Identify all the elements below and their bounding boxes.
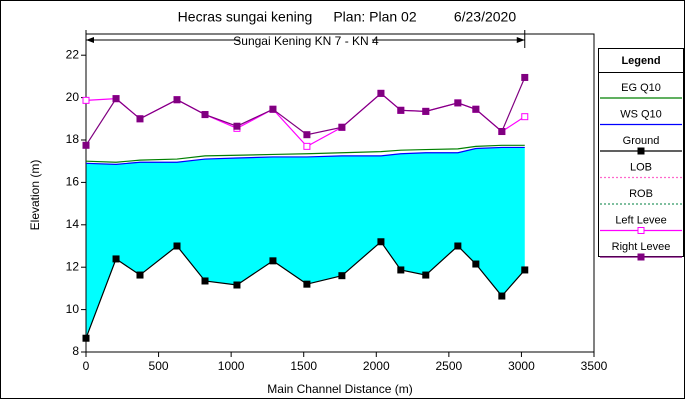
- point: [136, 115, 144, 123]
- y-tick-label: 12: [66, 259, 80, 273]
- legend-label: LOB: [630, 161, 652, 173]
- plan: Plan: Plan 02: [333, 9, 416, 25]
- date: 6/23/2020: [454, 9, 516, 25]
- subtitle: Sungai Kening KN 7 - KN 4: [233, 34, 379, 48]
- legend-marker: [637, 227, 645, 234]
- y-tick-label: 20: [66, 90, 80, 104]
- point: [377, 89, 385, 97]
- point: [397, 106, 405, 114]
- point: [269, 257, 277, 265]
- point: [173, 242, 181, 250]
- point: [201, 111, 209, 119]
- chart-title: Hecras sungai kening: [178, 9, 313, 25]
- series-line: [85, 240, 526, 339]
- x-tick-label: 2000: [363, 359, 390, 373]
- legend-label: Ground: [623, 135, 660, 147]
- legend-marker: [637, 253, 645, 261]
- point: [303, 131, 311, 139]
- point: [422, 271, 430, 279]
- point: [303, 280, 311, 288]
- legend-label: WS Q10: [620, 108, 662, 120]
- water-fill: [86, 147, 525, 339]
- x-tick-label: 0: [83, 359, 90, 373]
- point: [521, 266, 529, 274]
- point: [472, 260, 480, 268]
- y-tick-label: 14: [66, 217, 80, 231]
- point: [136, 271, 144, 279]
- point: [454, 99, 462, 107]
- point: [521, 73, 529, 81]
- x-axis-label: Main Channel Distance (m): [267, 382, 412, 396]
- plot-frame: [85, 33, 595, 353]
- legend-label: EG Q10: [621, 82, 661, 94]
- point: [377, 238, 385, 246]
- point: [303, 142, 311, 150]
- point: [233, 281, 241, 289]
- point: [269, 105, 277, 113]
- point: [397, 266, 405, 274]
- y-axis-label: Elevation (m): [28, 160, 42, 231]
- point: [422, 107, 430, 115]
- point: [338, 123, 346, 131]
- series-line: [85, 144, 525, 163]
- point: [521, 113, 529, 121]
- legend-label: ROB: [629, 188, 653, 200]
- point: [82, 96, 90, 104]
- x-tick-label: 500: [149, 359, 169, 373]
- point: [498, 292, 506, 300]
- y-tick-label: 16: [66, 175, 80, 189]
- point: [82, 334, 90, 342]
- x-tick-label: 3000: [508, 359, 535, 373]
- series-line: [85, 146, 525, 165]
- point: [338, 272, 346, 280]
- legend-label: Right Levee: [612, 241, 671, 253]
- point: [82, 141, 90, 149]
- point: [173, 96, 181, 104]
- point: [454, 242, 462, 250]
- x-tick-label: 1500: [290, 359, 317, 373]
- series-line: [85, 77, 526, 146]
- point: [112, 95, 120, 103]
- legend-title: Legend: [621, 55, 660, 67]
- point: [472, 105, 480, 113]
- x-tick-label: 3500: [581, 359, 608, 373]
- point: [201, 277, 209, 285]
- point: [233, 122, 241, 130]
- point: [498, 128, 506, 136]
- x-tick-label: 1000: [218, 359, 245, 373]
- y-tick-label: 18: [66, 132, 80, 146]
- y-tick-label: 10: [66, 302, 80, 316]
- y-tick-label: 8: [72, 344, 79, 358]
- legend-label: Left Levee: [615, 214, 666, 226]
- x-tick-label: 2500: [436, 359, 463, 373]
- legend-marker: [637, 147, 645, 155]
- point: [112, 255, 120, 263]
- y-tick-label: 22: [66, 47, 80, 61]
